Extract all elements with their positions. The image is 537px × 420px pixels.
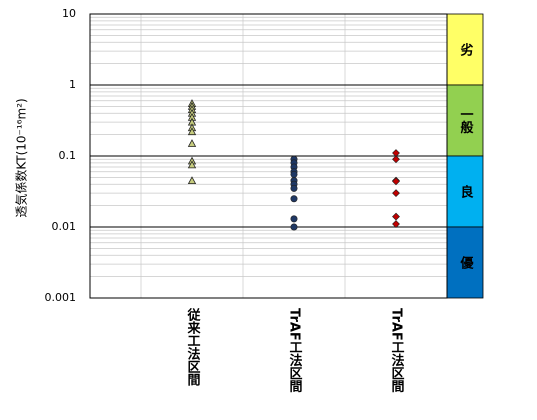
- y-tick-label: 0.1: [59, 149, 77, 162]
- plot-border: [89, 13, 448, 299]
- y-axis-label: 透気係数KT(10⁻¹⁶m²): [14, 98, 29, 217]
- y-tick-label: 10: [62, 7, 76, 20]
- rating-label: 良: [458, 184, 473, 199]
- y-tick-label: 1: [69, 78, 76, 91]
- point: [392, 220, 400, 228]
- rating-band: [446, 155, 484, 228]
- y-tick-label: 0.001: [45, 291, 77, 304]
- point: [187, 176, 197, 185]
- rating-label: 劣: [458, 42, 474, 57]
- point: [187, 139, 197, 147]
- point: [392, 189, 400, 198]
- rating-band: [446, 84, 484, 157]
- y-tick-label: 0.01: [52, 220, 77, 233]
- point: [290, 223, 298, 231]
- point: [187, 127, 197, 136]
- point: [392, 155, 400, 164]
- x-tick-label: 従来工法区間: [185, 307, 202, 387]
- point: [392, 177, 400, 186]
- point: [187, 160, 197, 169]
- rating-label: 一般: [458, 108, 474, 135]
- rating-band: [446, 13, 484, 86]
- x-tick-label: TrAF工法区間: [287, 308, 303, 394]
- point: [290, 170, 298, 178]
- point: [290, 215, 298, 223]
- point: [392, 212, 400, 221]
- x-tick-label: TrAF工法区間: [389, 308, 405, 394]
- point: [290, 195, 298, 203]
- rating-label: 優: [458, 255, 475, 270]
- point: [290, 184, 298, 192]
